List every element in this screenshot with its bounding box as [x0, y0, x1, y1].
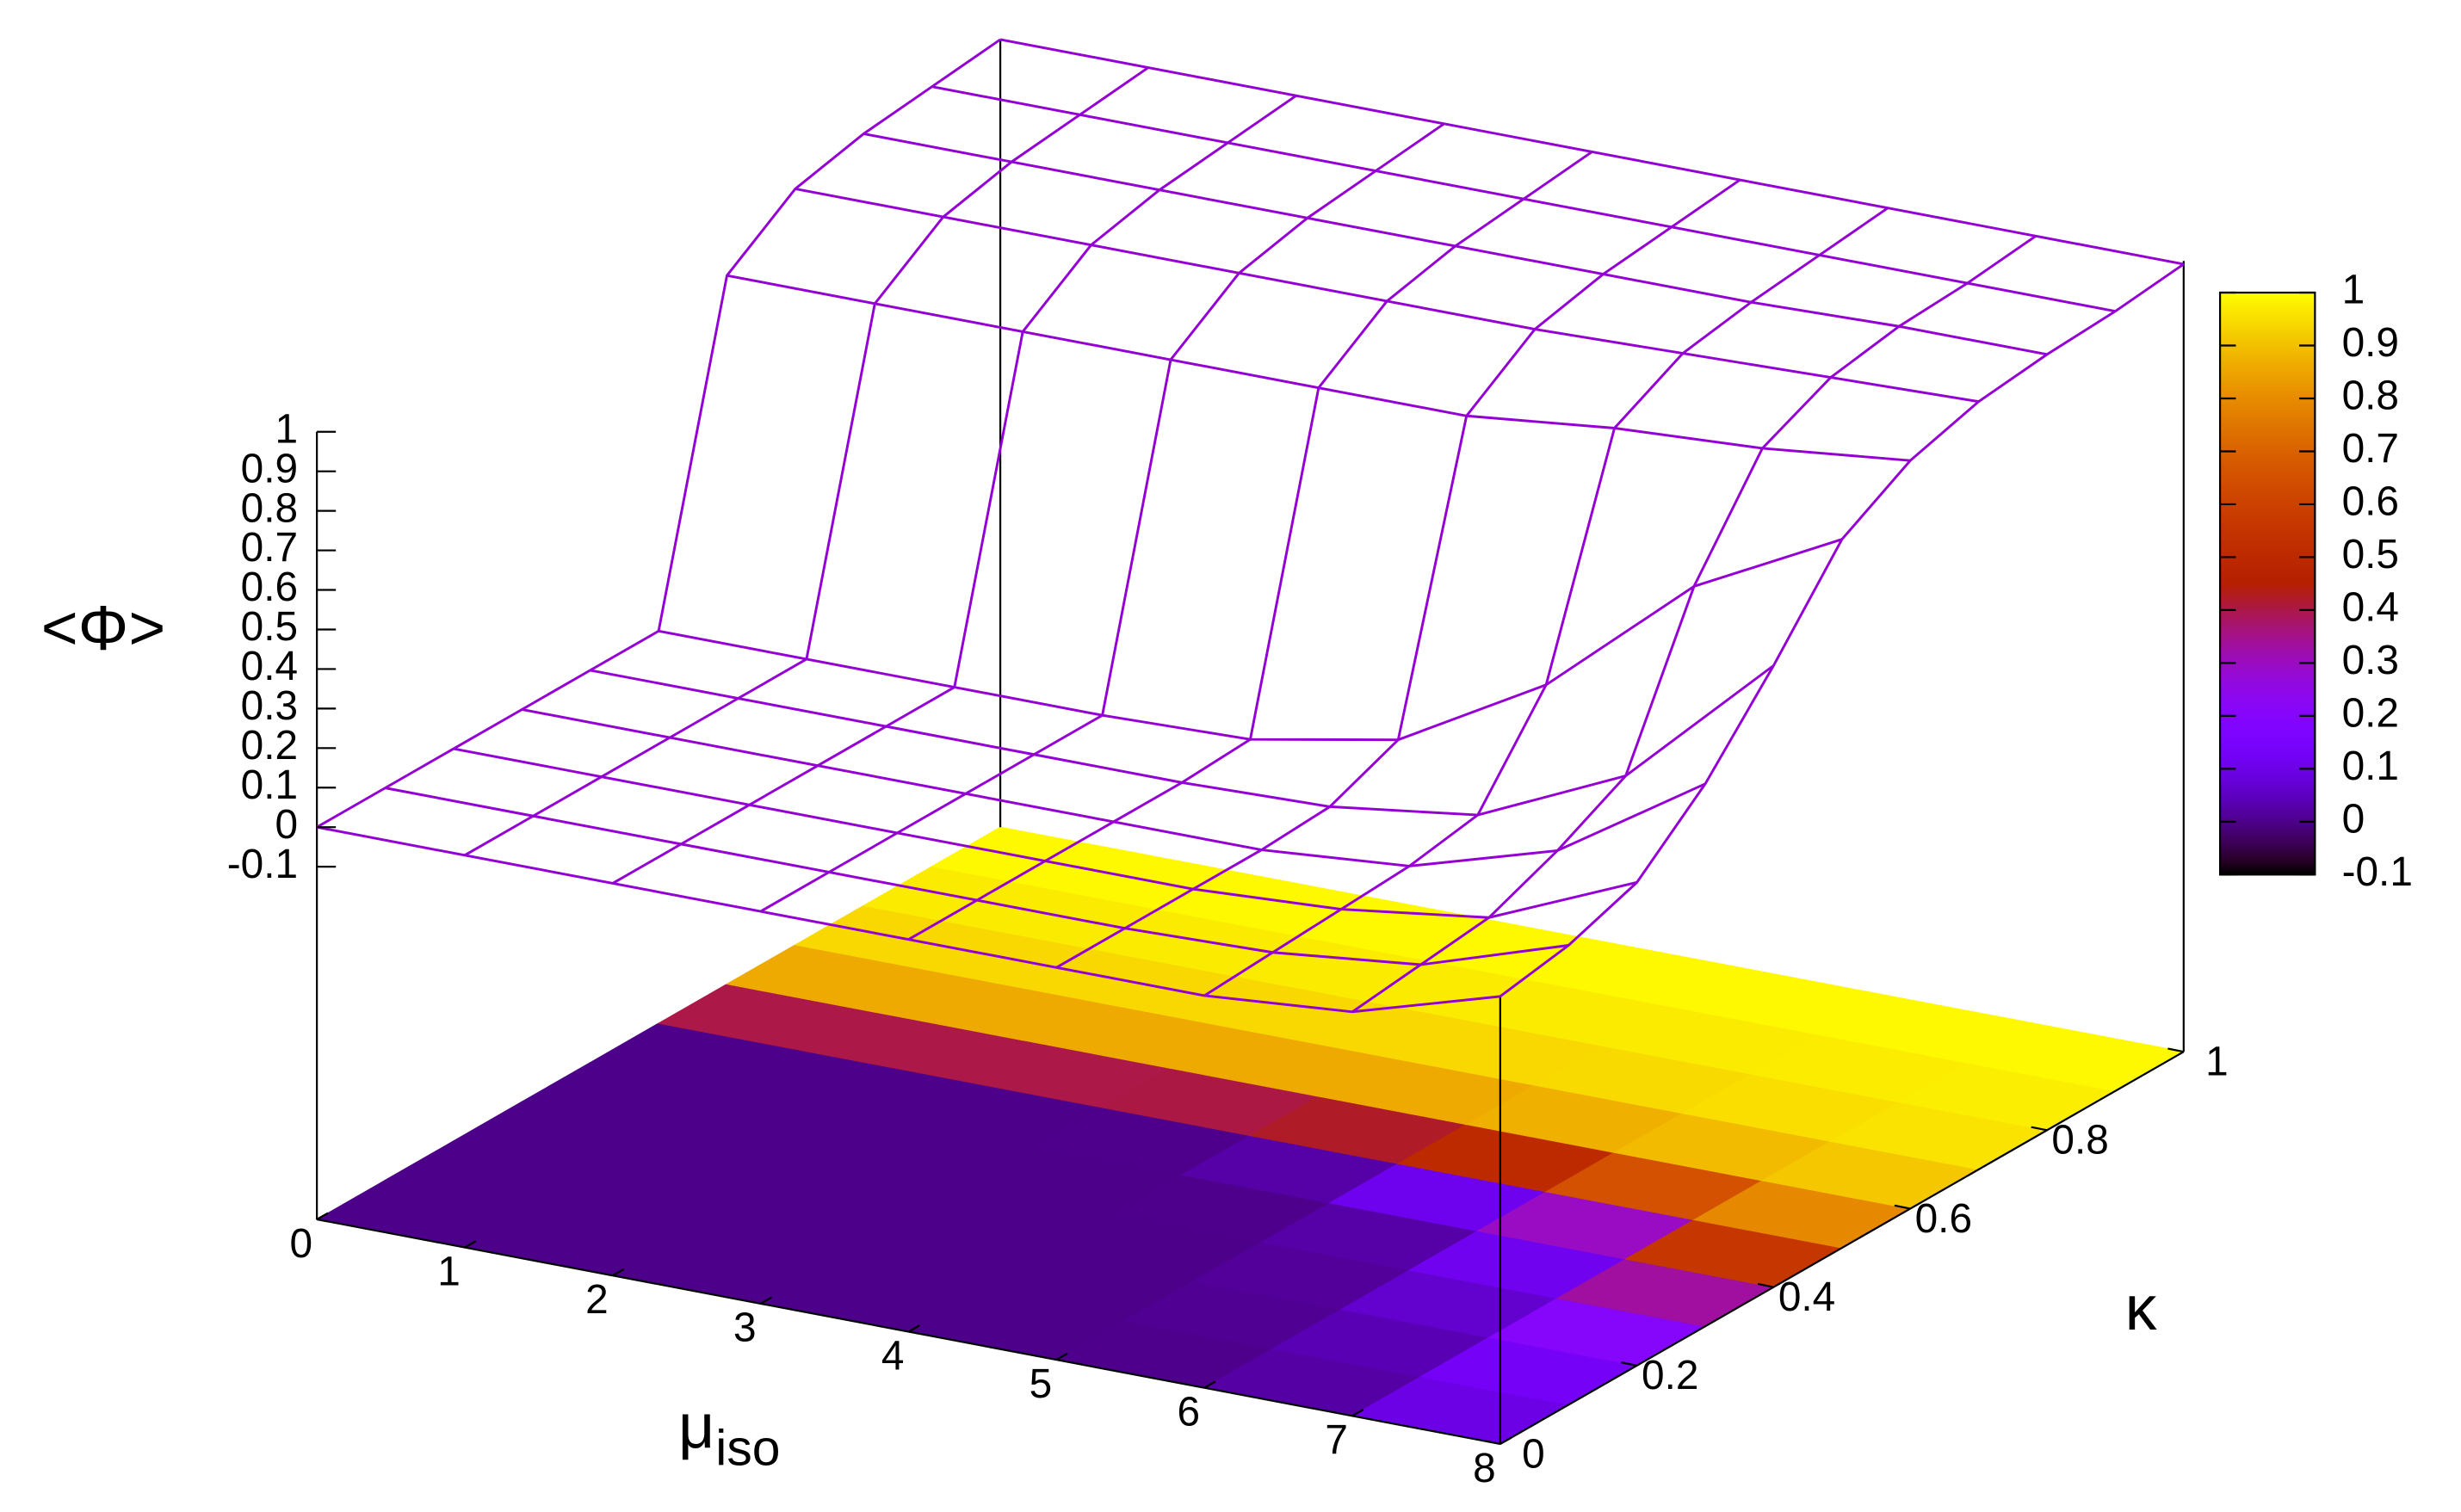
- y-tick: [1621, 1361, 1637, 1367]
- colorbar-tick-label: 0.9: [2342, 320, 2399, 366]
- wire-row: [727, 274, 1911, 462]
- y-tick-label: 0.4: [1778, 1274, 1835, 1320]
- y-tick: [1757, 1282, 1774, 1288]
- wireframe: [316, 38, 2185, 1014]
- wire-row: [658, 538, 1843, 742]
- x-tick-label: 1: [437, 1249, 461, 1294]
- colorbar-tick-label: 0: [2342, 796, 2365, 842]
- x-tick-label: 3: [733, 1305, 757, 1351]
- z-tick-label: 0.2: [241, 723, 298, 768]
- colorbar-tick-label: 0.8: [2342, 373, 2399, 419]
- y-tick-label: 0.2: [1642, 1353, 1698, 1398]
- x-tick-label: 7: [1325, 1417, 1348, 1463]
- x-tick-label: 5: [1030, 1361, 1053, 1407]
- y-axis-label: κ: [2125, 1272, 2157, 1343]
- y-tick: [1484, 1440, 1501, 1446]
- colorbar-tick-label: 0.3: [2342, 638, 2399, 683]
- wire-row: [795, 187, 1979, 404]
- z-tick-label: 0.8: [241, 485, 298, 531]
- z-tick-label: 1: [275, 406, 298, 452]
- x-tick: [760, 1296, 773, 1305]
- z-tick-label: 0.7: [241, 525, 298, 571]
- x-tick: [1351, 1409, 1364, 1417]
- x-tick-label: 8: [1473, 1446, 1496, 1491]
- y-tick: [2031, 1126, 2048, 1132]
- wire-column: [1055, 178, 1741, 969]
- wire-column: [1499, 262, 2185, 998]
- wire-column: [907, 151, 1593, 941]
- z-tick-label: 0.1: [241, 762, 298, 808]
- z-axis-label: <Φ>: [41, 592, 166, 663]
- wire-row: [522, 708, 1706, 867]
- colorbar-tick-label: 0.6: [2342, 479, 2399, 525]
- colorbar-tick-label: 0.5: [2342, 532, 2399, 577]
- z-tick-label: 0: [275, 802, 298, 848]
- wire-column: [316, 38, 1001, 829]
- wire-column: [1203, 207, 1889, 997]
- y-tick-label: 0.8: [2051, 1118, 2108, 1163]
- colorbar-tick-label: 0.1: [2342, 744, 2399, 789]
- x-tick-label: 4: [881, 1333, 905, 1379]
- z-tick-label: 0.3: [241, 683, 298, 729]
- x-axis-label: μ: [678, 1391, 714, 1462]
- wire-column: [1351, 235, 2037, 1013]
- y-tick-label: 0: [1522, 1431, 1545, 1477]
- x-tick: [1203, 1380, 1216, 1389]
- y-axis: [1499, 1051, 2185, 1445]
- ticks: -0.100.10.20.30.40.50.60.70.80.910123456…: [227, 406, 2229, 1490]
- y-tick: [2167, 1047, 2185, 1053]
- x-tick-label: 2: [585, 1277, 609, 1323]
- colorbar-tick-label: 0.7: [2342, 426, 2399, 472]
- z-tick-label: 0.6: [241, 565, 298, 610]
- z-tick-label: 0.5: [241, 604, 298, 650]
- wire-row: [863, 133, 2048, 356]
- z-tick-label: 0.4: [241, 644, 298, 689]
- wire-column: [759, 122, 1445, 913]
- z-tick-label: 0.9: [241, 446, 298, 491]
- y-tick-label: 0.6: [1915, 1196, 1972, 1242]
- wire-column: [612, 94, 1297, 885]
- x-tick-label: 0: [289, 1221, 312, 1267]
- x-tick-label: 6: [1178, 1390, 1201, 1435]
- colorbar: [2218, 291, 2316, 876]
- colorbar-tick-label: 0.4: [2342, 585, 2399, 631]
- colorbar-tick-label: 1: [2342, 268, 2365, 313]
- colorbar-tick-label: -0.1: [2342, 849, 2413, 895]
- heatmap: [315, 826, 2186, 1445]
- x-tick: [1055, 1352, 1068, 1361]
- y-tick-label: 1: [2205, 1040, 2229, 1085]
- wire-column: [464, 66, 1149, 857]
- y-tick: [1894, 1204, 1911, 1210]
- z-tick-label: -0.1: [227, 842, 298, 887]
- colorbar-tick-label: 0.2: [2342, 691, 2399, 737]
- x-tick: [464, 1240, 477, 1249]
- x-tick: [316, 1212, 329, 1220]
- x-tick: [1499, 1436, 1512, 1445]
- x-tick: [907, 1324, 920, 1333]
- wire-row: [590, 664, 1775, 817]
- x-tick: [612, 1268, 625, 1277]
- x-axis-label-subscript: iso: [715, 1421, 780, 1477]
